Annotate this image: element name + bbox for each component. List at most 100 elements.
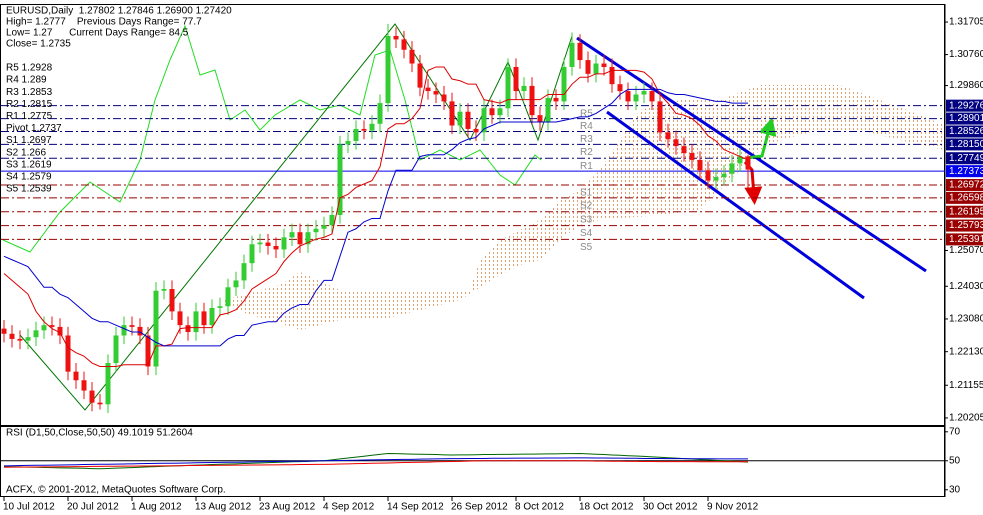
candle-body [705, 170, 711, 181]
candle-body [1, 328, 7, 334]
candle-body [9, 333, 15, 339]
pivot-level-value: 1.25391 [949, 234, 983, 245]
candle-body [193, 311, 199, 333]
candle-body [345, 140, 351, 145]
pivot-level-box [946, 191, 983, 204]
rsi-line [3, 457, 748, 467]
info-text: Low= 1.27 Current Days Range= 84.5 [6, 28, 189, 39]
x-tick-label: 10 Jul 2012 [3, 502, 55, 513]
pivot-level-value: 1.27749 [949, 153, 983, 164]
pivot-level-name: S4 [580, 228, 593, 239]
candle-body [265, 242, 271, 246]
candle-body [641, 91, 647, 95]
chart-title: EURUSD,Daily 1.27802 1.27846 1.26900 1.2… [6, 6, 232, 17]
candle-body [417, 63, 423, 88]
candle-body [65, 335, 71, 372]
y-tick-label: 1.21155 [949, 380, 983, 391]
candle-body [665, 132, 671, 140]
x-tick-label: 8 Oct 2012 [515, 502, 564, 513]
candle-body [49, 325, 55, 327]
pivot-level-value: 1.28150 [949, 139, 983, 150]
pivot-level-box [946, 138, 983, 151]
x-tick-label: 20 Jul 2012 [67, 502, 119, 513]
y-tick-label: 1.30760 [949, 49, 983, 60]
pivot-level-name: R3 [580, 134, 593, 145]
candle-body [369, 123, 375, 131]
y-tick-label: 70 [949, 426, 961, 437]
x-tick-label: 1 Aug 2012 [131, 502, 182, 513]
candle-body [209, 307, 215, 326]
pivot-level-name: R1 [580, 161, 593, 172]
candle-body [401, 39, 407, 50]
candle-body [337, 144, 343, 215]
pivot-level-value: 1.26598 [949, 192, 983, 203]
candle-body [57, 326, 63, 336]
candle-body [601, 63, 607, 67]
y-tick-label: 1.31705 [949, 17, 983, 28]
rsi-line [3, 460, 748, 468]
pivot-level-box [946, 233, 983, 246]
candle-body [569, 42, 575, 67]
pivot-text: R2 1.2815 [6, 99, 53, 110]
candle-body [145, 335, 151, 367]
candle-body [281, 237, 287, 250]
up-arrow [746, 117, 777, 160]
pivot-level-value: 1.28526 [949, 126, 983, 137]
pivot-level-value: 1.28901 [949, 113, 983, 124]
candle-body [473, 128, 479, 133]
y-tick-label: 1.29860 [949, 80, 983, 91]
candle-body [249, 244, 255, 264]
pivot-level-name: R2 [580, 147, 593, 158]
candle-body [585, 60, 591, 74]
candle-body [497, 108, 503, 116]
zigzag-line [19, 23, 573, 411]
candle-body [505, 66, 511, 109]
pivot-text: Pivot 1.2737 [6, 123, 62, 134]
pivot-text: S4 1.2579 [6, 172, 52, 183]
pivot-level-name: S2 [580, 200, 593, 211]
candle-body [457, 111, 463, 126]
candle-body [489, 108, 495, 116]
candle-body [297, 232, 303, 245]
pivot-level-value: 1.29276 [949, 100, 983, 111]
candle-body [697, 159, 703, 171]
candle-body [689, 153, 695, 160]
pivot-level-value: 1.26195 [949, 206, 983, 217]
candle-body [513, 66, 519, 92]
candle-body [305, 232, 311, 245]
pivot-level-name: R5 [580, 108, 593, 119]
candle-body [729, 163, 735, 174]
candle-body [657, 101, 663, 133]
x-tick-label: 4 Sep 2012 [323, 502, 375, 513]
candle-body [177, 311, 183, 326]
candle-body [97, 402, 103, 405]
pivot-text: S2 1.266 [6, 147, 46, 158]
main-panel [0, 4, 945, 426]
candle-body [721, 173, 727, 178]
candle-body [673, 139, 679, 147]
candle-body [745, 156, 751, 170]
pivot-level-name: R4 [580, 121, 593, 132]
candle-body [433, 91, 439, 95]
candle-body [649, 91, 655, 102]
candle-body [377, 103, 383, 124]
y-tick-label: 1.25070 [949, 245, 983, 256]
candle-body [361, 128, 367, 131]
pivot-level-box [946, 112, 983, 125]
candle-body [529, 85, 535, 116]
pivot-level-box [946, 99, 983, 112]
y-tick-label: 1.24030 [949, 281, 983, 292]
y-tick-label: 1.22130 [949, 346, 983, 357]
channel-upper [576, 36, 927, 273]
candle-body [553, 97, 559, 102]
candle-body [409, 49, 415, 64]
y-tick-label: 1.20205 [949, 413, 983, 424]
pivot-text: S3 1.2619 [6, 159, 52, 170]
candle-body [41, 325, 47, 331]
candle-body [33, 330, 39, 338]
x-tick-label: 9 Nov 2012 [707, 502, 759, 513]
candle-body [89, 390, 95, 403]
pivot-level-value: 1.25793 [949, 220, 983, 231]
candle-body [161, 289, 167, 291]
